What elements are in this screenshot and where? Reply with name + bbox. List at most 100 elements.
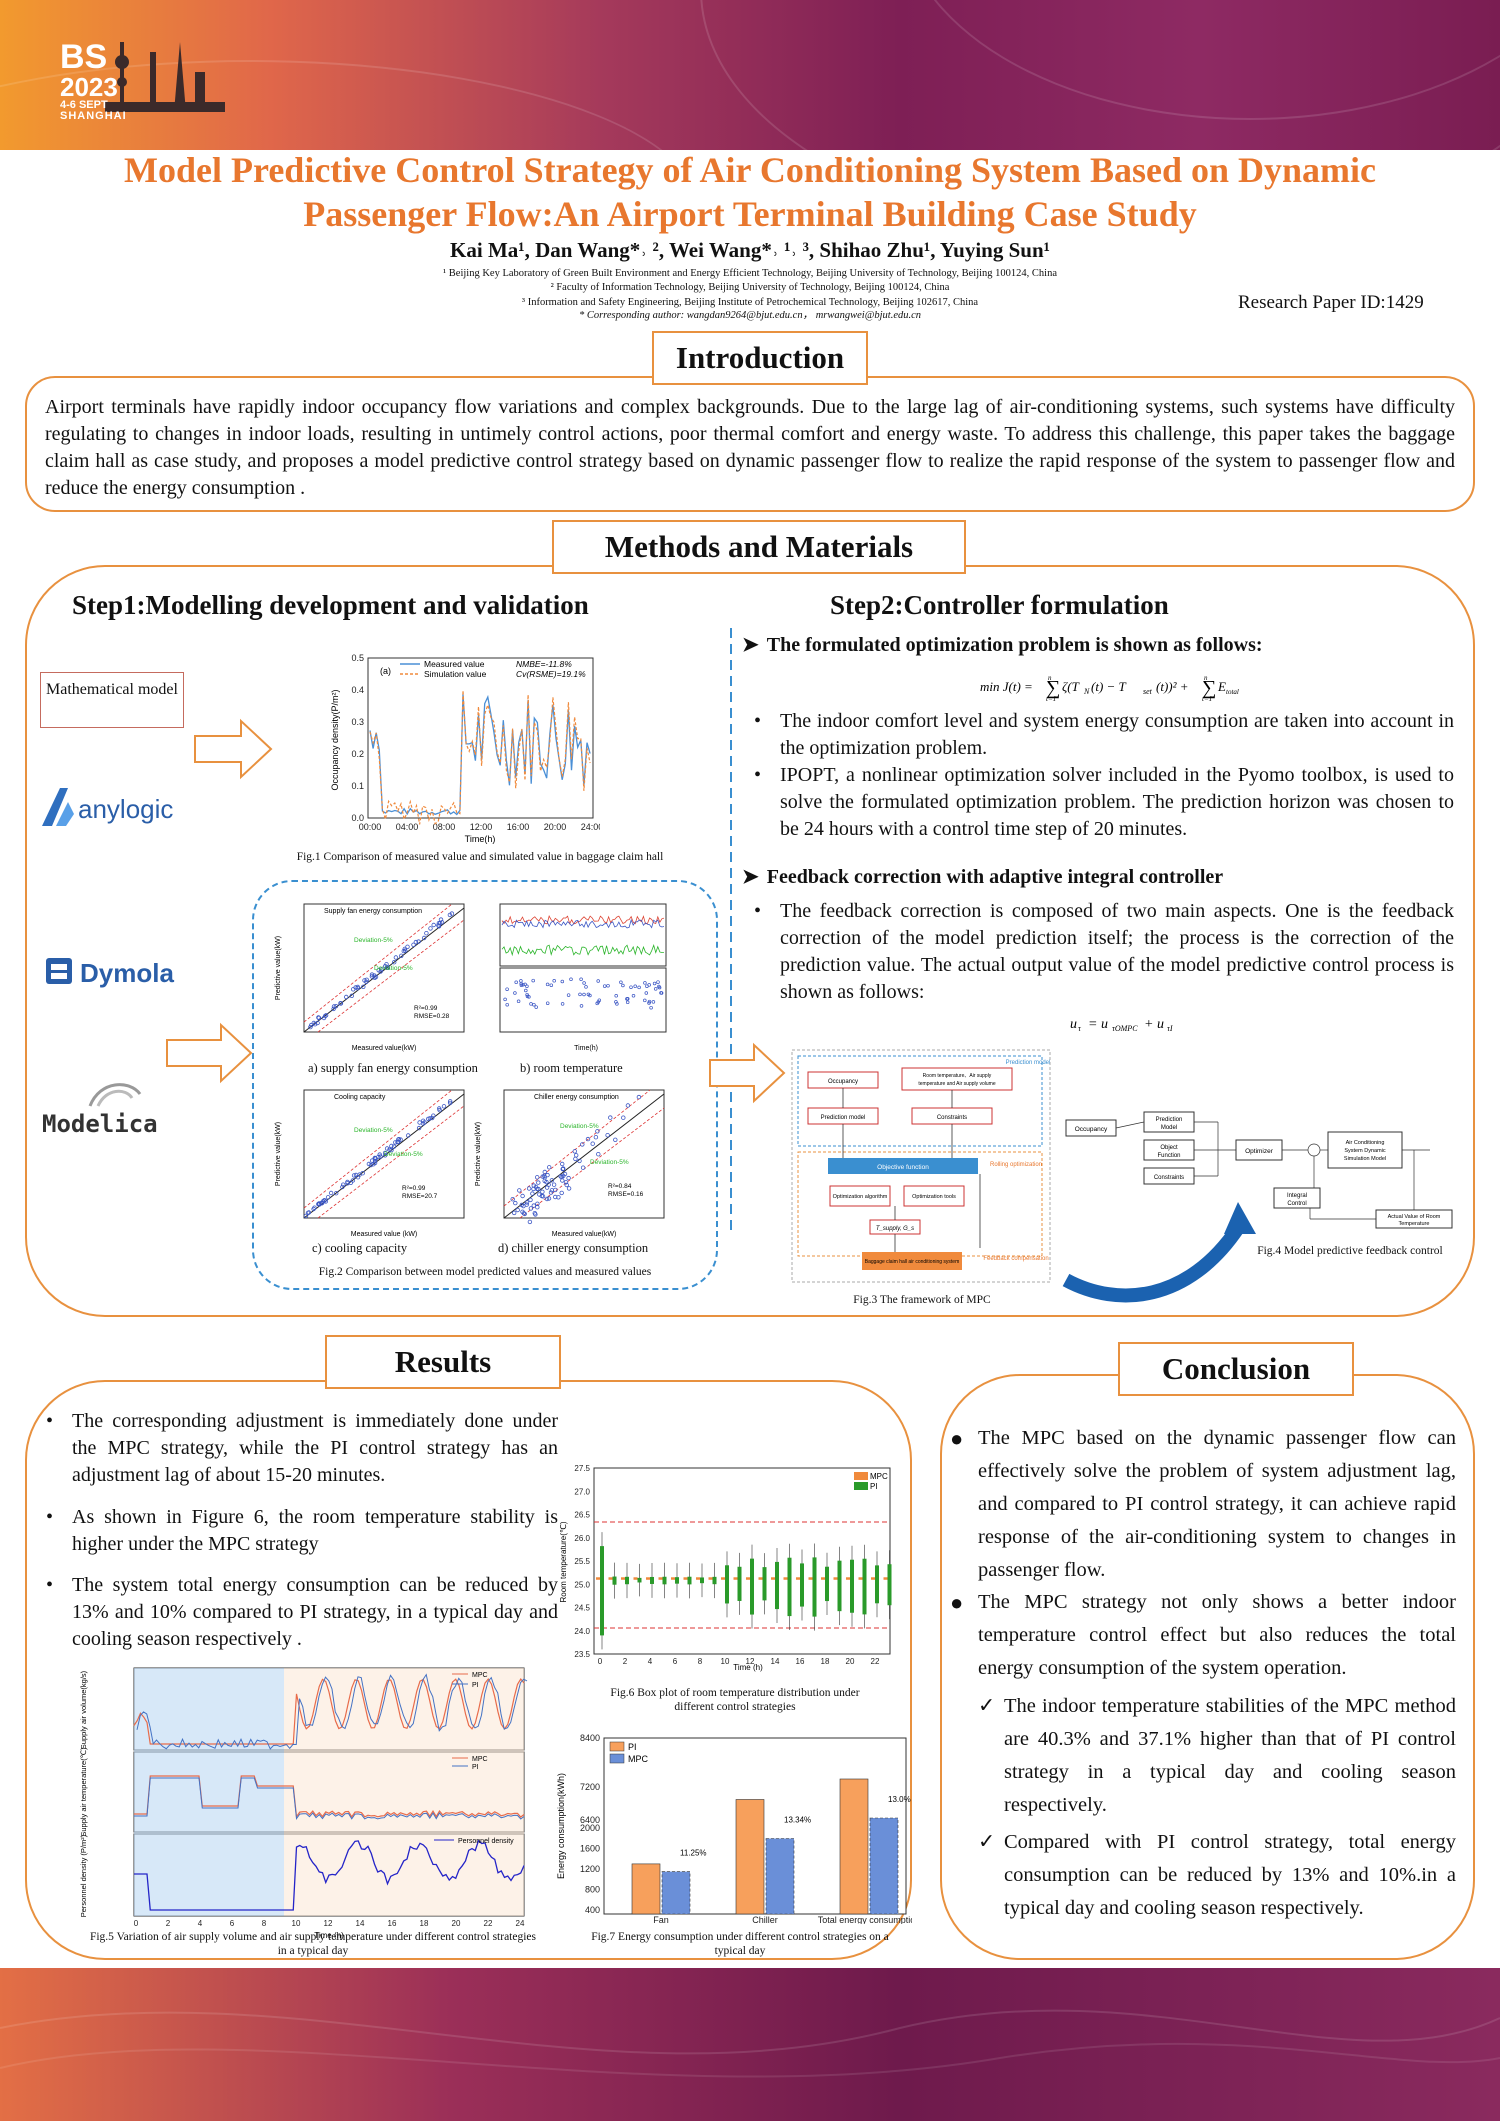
fig3-label-prediction: Prediction model — [1006, 1060, 1051, 1066]
fig1-xtick: 04:00 — [396, 822, 419, 832]
fig5-xtick: 14 — [356, 1919, 365, 1928]
scatter-point — [552, 1194, 558, 1200]
scatter-point — [405, 1133, 411, 1138]
scatter-point — [438, 917, 444, 922]
svg-text:Integral: Integral — [1287, 1193, 1307, 1199]
scatter-point — [526, 1186, 532, 1191]
svg-text:t=1: t=1 — [1202, 695, 1212, 702]
bar-pi — [839, 1778, 869, 1915]
scatter-point — [596, 1000, 601, 1004]
fig7-annotation: 13.34% — [784, 1815, 811, 1824]
scatter-point — [513, 991, 517, 995]
fig1-ytick: 0.0 — [351, 813, 364, 823]
scatter-point — [431, 1113, 436, 1118]
scatter-point — [653, 987, 658, 991]
fig6-xtick: 12 — [746, 1657, 755, 1666]
fig3-node-constraints: Constraints — [937, 1115, 967, 1121]
scatter-point — [340, 1184, 345, 1190]
scatter-point — [411, 942, 416, 947]
svg-text:Room temperature、Air supply: Room temperature、Air supply — [923, 1073, 992, 1079]
scatter-point — [447, 1100, 453, 1106]
fig2d-rmse: RMSE=0.16 — [608, 1191, 644, 1198]
scatter-point — [527, 995, 531, 999]
svg-text:τ: τ — [1078, 1024, 1082, 1033]
scatter-point — [303, 1213, 309, 1219]
scatter-point — [384, 1146, 390, 1151]
fig2a-dev1: Deviation-5% — [354, 937, 393, 944]
scatter-point — [540, 1189, 545, 1194]
fig5-xtick: 16 — [388, 1919, 397, 1928]
scatter-point — [631, 994, 636, 998]
conclusion-bullet-1: ● The MPC based on the dynamic passenger … — [950, 1426, 1456, 1581]
conclusion-sub-bullet-2: ✓ Compared with PI control strategy, tota… — [978, 1826, 1456, 1925]
fig6-xtick: 14 — [771, 1657, 780, 1666]
scatter-point — [621, 983, 625, 988]
scatter-point — [357, 1172, 362, 1177]
fig2-subcap-c: c) cooling capacity — [312, 1241, 408, 1255]
fig1-xtick: 00:00 — [359, 822, 382, 832]
svg-text:Measured value(kW): Measured value(kW) — [552, 1231, 617, 1238]
mpc-box — [621, 1577, 625, 1580]
scatter-point — [564, 1182, 569, 1188]
fig2a-r2: R²=0.99 — [414, 1005, 438, 1012]
svg-text:Simulation Model: Simulation Model — [1344, 1156, 1386, 1162]
svg-text:temperature and Air supply vol: temperature and Air supply volume — [918, 1081, 995, 1087]
svg-text:Predictive value(kW): Predictive value(kW) — [275, 936, 282, 1000]
affiliation-1: ¹ Beijing Key Laboratory of Green Built … — [443, 268, 1057, 279]
fig6-ytick: 24.5 — [574, 1604, 590, 1613]
mpc-box — [596, 1577, 600, 1580]
fig6-xtick: 0 — [598, 1657, 603, 1666]
svg-text:Time(h): Time(h) — [574, 1045, 598, 1052]
affiliation-3: ³ Information and Safety Engineering, Be… — [521, 297, 979, 308]
fig4-node-optimizer: Optimizer — [1245, 1148, 1274, 1155]
scatter-point — [524, 988, 528, 993]
scatter-point — [505, 1002, 509, 1007]
fig2d-dev1: Deviation-5% — [560, 1123, 599, 1130]
scatter-point — [614, 994, 618, 998]
mpc-box — [683, 1577, 688, 1580]
scatter-point — [590, 1141, 595, 1146]
pi-box — [825, 1566, 829, 1602]
scatter-point — [340, 1182, 346, 1187]
methods-heading: Methods and Materials — [552, 520, 966, 574]
pi-box — [675, 1577, 679, 1584]
pi-box — [725, 1565, 729, 1604]
mpc-box — [808, 1577, 813, 1580]
scatter-point — [515, 1207, 520, 1213]
scatter-point — [393, 955, 399, 960]
scatter-point — [331, 1004, 337, 1009]
fig1-xtick: 08:00 — [433, 822, 456, 832]
mathematical-model-box: Mathematical model — [40, 672, 184, 728]
fig4-node-constraints: Constraints — [1154, 1175, 1184, 1181]
scatter-point — [382, 1153, 388, 1158]
svg-text:Air Conditioning: Air Conditioning — [1346, 1140, 1385, 1146]
svg-text:τOMPC: τOMPC — [1112, 1024, 1138, 1033]
scatter-point — [593, 1135, 599, 1140]
scatter-point — [542, 1169, 547, 1175]
scatter-point — [425, 1116, 431, 1122]
mpc-box — [646, 1577, 650, 1580]
svg-text:Predictive value(kW): Predictive value(kW) — [475, 1122, 482, 1186]
introduction-text: Airport terminals have rapidly indoor oc… — [45, 396, 1455, 499]
scatter-point — [520, 1193, 525, 1199]
scatter-point — [596, 1151, 601, 1157]
scatter-point — [582, 992, 586, 997]
fig7-annotation: 11.25% — [680, 1849, 707, 1858]
scatter-point — [545, 1001, 550, 1005]
fig2d-dev2: Deviation-5% — [590, 1159, 629, 1166]
svg-text:Prediction: Prediction — [1156, 1117, 1183, 1123]
step2-heading-2: ➤ Feedback correction with adaptive integ… — [742, 866, 1224, 888]
fig2c-legend: Cooling capacity — [334, 1094, 386, 1101]
mpc-box — [783, 1577, 788, 1580]
scatter-point — [384, 962, 389, 967]
step1-title: Step1:Modelling development and validati… — [72, 590, 589, 620]
scatter-point — [552, 979, 556, 983]
svg-text:Actual Value of Room: Actual Value of Room — [1388, 1214, 1441, 1220]
fig7-annotation: 13.0% — [888, 1795, 911, 1804]
scatter-point — [539, 1193, 544, 1199]
scatter-point — [523, 982, 527, 987]
scatter-point — [364, 977, 369, 982]
scatter-point — [387, 1147, 392, 1152]
fig1-ytick: 0.2 — [351, 749, 364, 759]
scatter-point — [578, 992, 582, 997]
